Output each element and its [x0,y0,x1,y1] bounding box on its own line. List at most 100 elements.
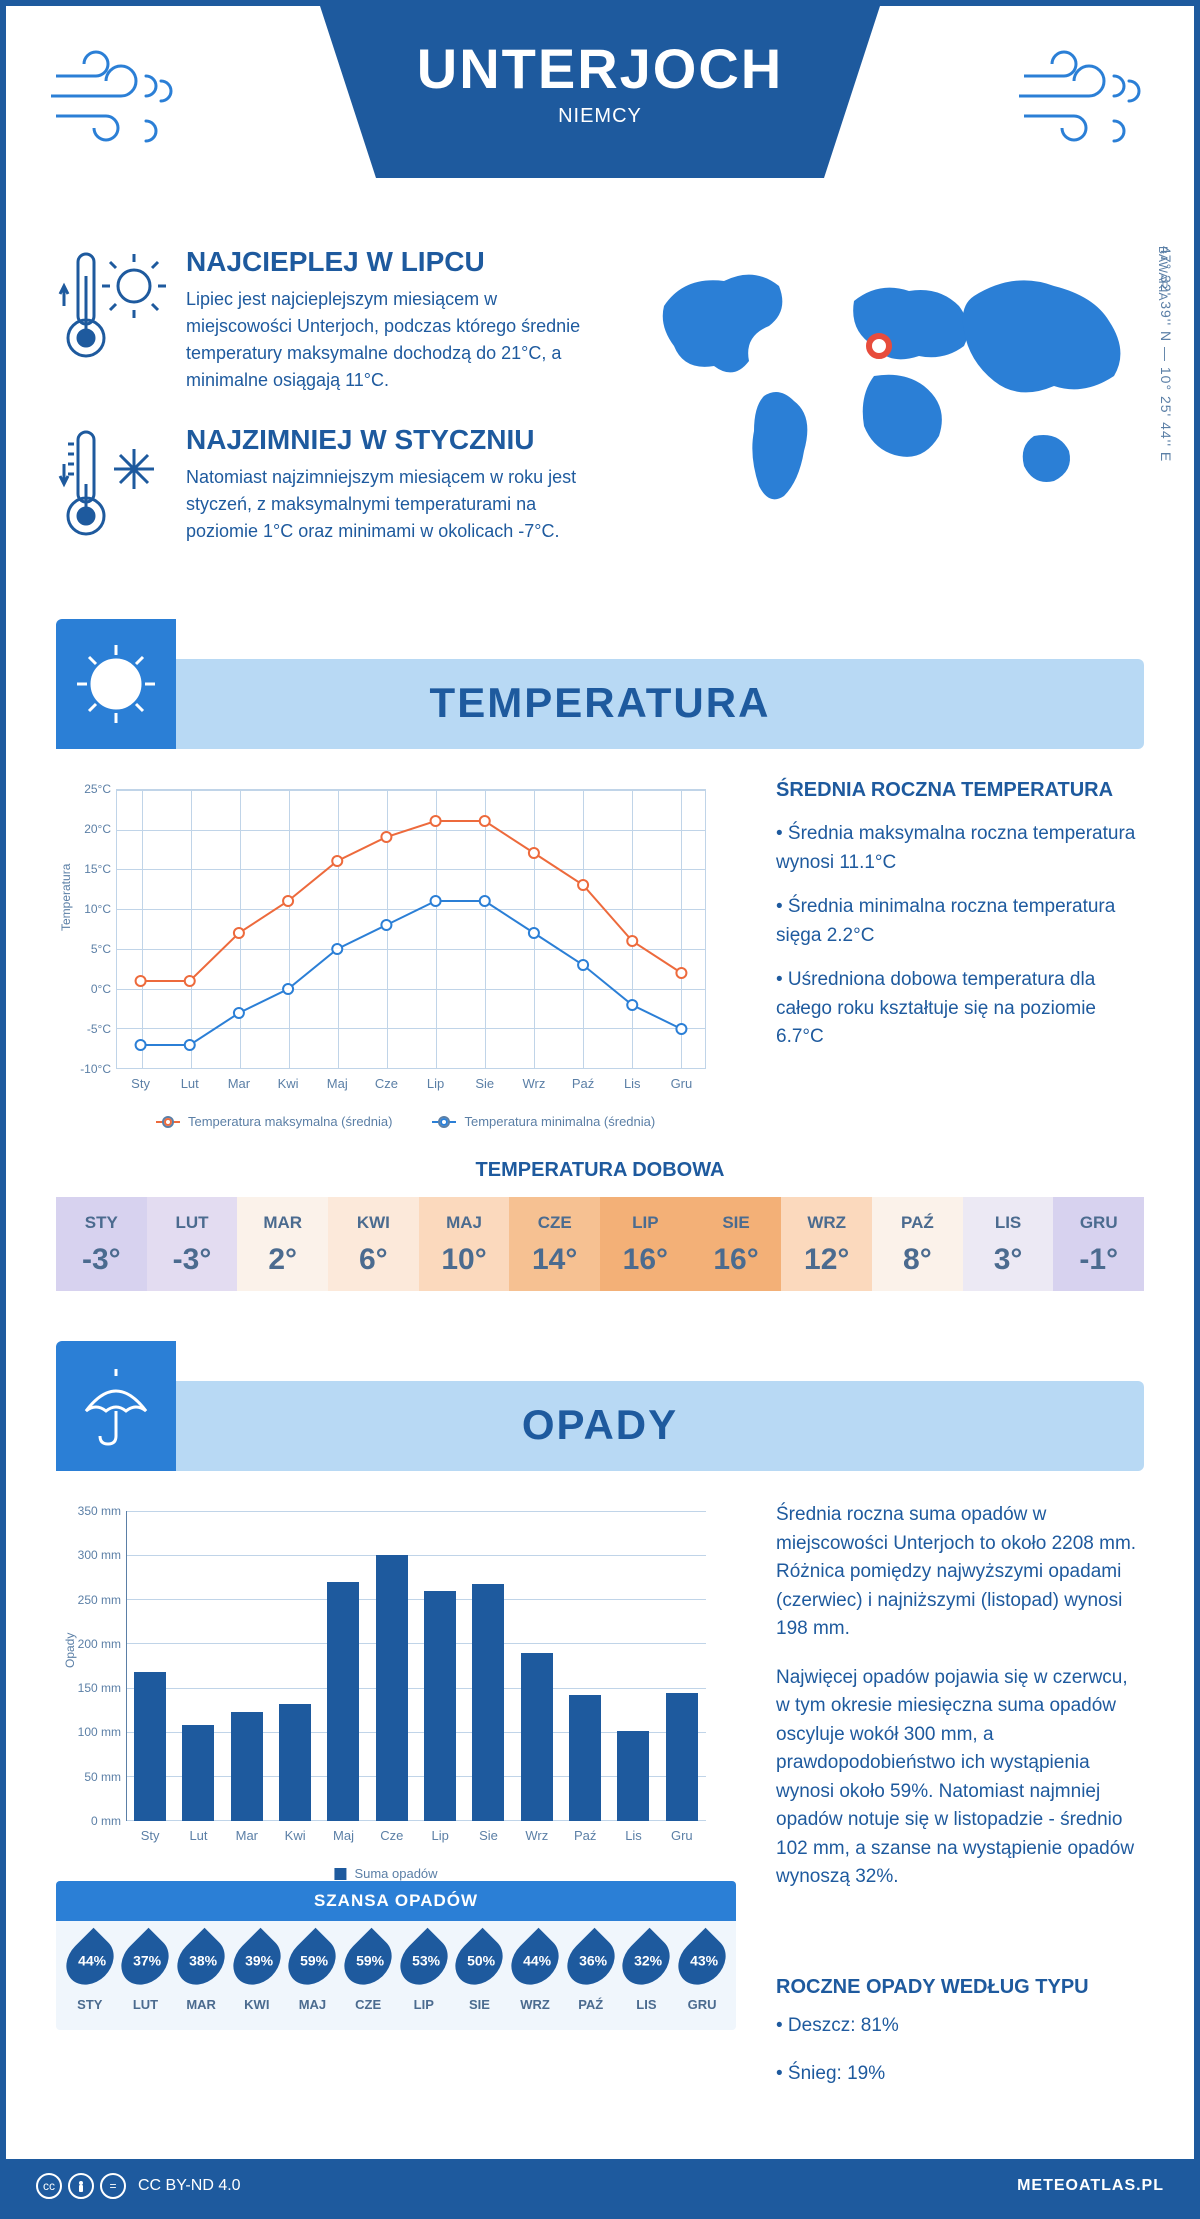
daily-cell: CZE14° [509,1197,600,1291]
x-tick: Sie [465,1076,505,1091]
header: UNTERJOCH NIEMCY [6,6,1194,236]
bar-y-tick: 0 mm [56,1814,121,1828]
temperature-summary: ŚREDNIA ROCZNA TEMPERATURA • Średnia mak… [776,779,1144,1129]
drop-item: 50%SIE [458,1935,500,2012]
x-tick: Kwi [268,1076,308,1091]
legend-item: Temperatura minimalna (średnia) [432,1114,655,1129]
cc-icon: cc [36,2173,62,2199]
page-title: UNTERJOCH [340,36,860,101]
temp-summary-heading: ŚREDNIA ROCZNA TEMPERATURA [776,779,1144,802]
bar-y-tick: 50 mm [56,1770,121,1784]
precipitation-section-header: OPADY [56,1341,1144,1471]
y-tick: 20°C [56,822,111,836]
bar [376,1555,408,1821]
daily-cell: SIE16° [691,1197,782,1291]
bar-x-tick: Sie [465,1828,513,1843]
intro-section: NAJCIEPLEJ W LIPCU Lipiec jest najcieple… [6,236,1194,619]
x-tick: Mar [219,1076,259,1091]
temp-bullet: • Średnia minimalna roczna temperatura s… [776,893,1144,950]
bar-x-tick: Wrz [513,1828,561,1843]
bar-x-tick: Lip [416,1828,464,1843]
precipitation-title: OPADY [56,1401,1144,1449]
world-map-svg [624,246,1144,526]
thermometer-snow-icon [56,424,166,544]
bar-y-tick: 350 mm [56,1504,121,1518]
drop-item: 44%WRZ [514,1935,556,2012]
bar-y-tick: 200 mm [56,1637,121,1651]
daily-cell: MAJ10° [419,1197,510,1291]
precipitation-summary: Średnia roczna suma opadów w miejscowośc… [776,1501,1144,2109]
bar-legend-label: Suma opadów [354,1866,437,1881]
wind-icon [46,46,186,146]
x-tick: Lut [170,1076,210,1091]
drop-item: 59%MAJ [291,1935,333,2012]
warmest-block: NAJCIEPLEJ W LIPCU Lipiec jest najcieple… [56,246,584,394]
bar-x-tick: Cze [368,1828,416,1843]
opady-type-bullet: • Deszcz: 81% [776,2012,1144,2041]
site-label: METEOATLAS.PL [1017,2177,1164,2195]
bar-x-tick: Sty [126,1828,174,1843]
daily-temp-table: STY-3°LUT-3°MAR2°KWI6°MAJ10°CZE14°LIP16°… [56,1197,1144,1291]
daily-temp-heading: TEMPERATURA DOBOWA [6,1159,1194,1182]
bar [472,1584,504,1821]
bar-y-tick: 100 mm [56,1725,121,1739]
precipitation-chance: SZANSA OPADÓW 44%STY37%LUT38%MAR39%KWI59… [56,1881,736,2030]
bar [521,1653,553,1821]
x-tick: Sty [121,1076,161,1091]
location-marker [869,336,889,356]
x-tick: Cze [366,1076,406,1091]
bar [182,1725,214,1821]
precipitation-bar-chart: Opady Suma opadów 0 mm50 mm100 mm150 mm2… [56,1501,716,1881]
temperature-title: TEMPERATURA [56,679,1144,727]
warmest-heading: NAJCIEPLEJ W LIPCU [186,246,584,278]
nd-icon: = [100,2173,126,2199]
daily-cell: LUT-3° [147,1197,238,1291]
daily-cell: GRU-1° [1053,1197,1144,1291]
szansa-heading: SZANSA OPADÓW [56,1881,736,1921]
coldest-text: Natomiast najzimniejszym miesiącem w rok… [186,464,584,545]
y-tick: 0°C [56,982,111,996]
bar [231,1712,263,1821]
y-tick: -10°C [56,1062,111,1076]
by-icon [68,2173,94,2199]
drop-item: 53%LIP [403,1935,445,2012]
bar [666,1693,698,1821]
license-label: CC BY-ND 4.0 [138,2177,241,2195]
legend-item: Temperatura maksymalna (średnia) [156,1114,392,1129]
bar-x-tick: Lis [610,1828,658,1843]
bar-x-tick: Maj [320,1828,368,1843]
page-subtitle: NIEMCY [340,105,860,128]
bar-x-tick: Kwi [271,1828,319,1843]
x-tick: Paź [563,1076,603,1091]
drop-item: 36%PAŹ [570,1935,612,2012]
y-tick: -5°C [56,1022,111,1036]
bar-y-tick: 250 mm [56,1593,121,1607]
temp-bullet: • Uśredniona dobowa temperatura dla całe… [776,966,1144,1052]
drop-item: 59%CZE [347,1935,389,2012]
temperature-line-chart: Temperatura Temperatura maksymalna (śred… [56,779,736,1129]
temperature-section-header: TEMPERATURA [56,619,1144,749]
warmest-text: Lipiec jest najcieplejszym miesiącem w m… [186,286,584,394]
drop-item: 43%GRU [681,1935,723,2012]
y-tick: 15°C [56,862,111,876]
coldest-heading: NAJZIMNIEJ W STYCZNIU [186,424,584,456]
y-tick: 5°C [56,942,111,956]
wind-icon [1014,46,1154,146]
temp-bullet: • Średnia maksymalna roczna temperatura … [776,820,1144,877]
y-tick: 10°C [56,902,111,916]
opady-type-bullet: • Śnieg: 19% [776,2060,1144,2089]
daily-cell: LIP16° [600,1197,691,1291]
bar-x-tick: Mar [223,1828,271,1843]
daily-cell: KWI6° [328,1197,419,1291]
bar-y-tick: 300 mm [56,1548,121,1562]
daily-cell: STY-3° [56,1197,147,1291]
bar [327,1582,359,1821]
daily-cell: PAŹ8° [872,1197,963,1291]
thermometer-sun-icon [56,246,166,366]
opady-p1: Średnia roczna suma opadów w miejscowośc… [776,1501,1144,1644]
drop-item: 44%STY [69,1935,111,2012]
footer: cc = CC BY-ND 4.0 METEOATLAS.PL [6,2159,1194,2213]
daily-cell: MAR2° [237,1197,328,1291]
bar [617,1731,649,1821]
bar-x-tick: Gru [658,1828,706,1843]
